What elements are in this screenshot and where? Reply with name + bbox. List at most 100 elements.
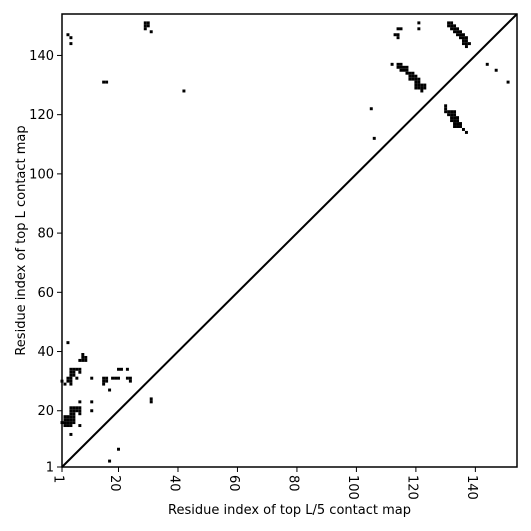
contact-point bbox=[408, 74, 412, 78]
contact-point bbox=[390, 62, 394, 66]
contact-point bbox=[402, 68, 406, 72]
contact-point bbox=[450, 110, 454, 114]
contact-point bbox=[66, 379, 70, 383]
contact-point bbox=[411, 71, 415, 75]
contact-point bbox=[78, 370, 82, 374]
y-tick-label: 100 bbox=[29, 167, 54, 182]
contact-point bbox=[125, 376, 129, 380]
contact-point bbox=[78, 412, 82, 416]
contact-point bbox=[75, 406, 79, 410]
contact-point bbox=[72, 415, 76, 419]
contact-point bbox=[414, 83, 418, 87]
contact-point bbox=[417, 21, 421, 25]
contact-point bbox=[414, 74, 418, 78]
contact-point bbox=[182, 89, 186, 93]
contact-point bbox=[146, 21, 150, 25]
contact-point bbox=[78, 409, 82, 413]
contact-point bbox=[456, 27, 460, 31]
contact-point bbox=[456, 116, 460, 120]
contact-point bbox=[63, 415, 67, 419]
contact-point bbox=[450, 119, 454, 123]
contact-point bbox=[459, 122, 462, 126]
contact-point bbox=[114, 376, 118, 380]
contact-point bbox=[399, 68, 403, 72]
contact-point bbox=[453, 119, 457, 123]
y-tick-label: 60 bbox=[37, 286, 54, 301]
contact-point bbox=[90, 409, 94, 413]
contact-point bbox=[453, 24, 457, 28]
contact-point bbox=[63, 424, 67, 428]
contact-point bbox=[453, 122, 457, 126]
contact-point bbox=[72, 418, 76, 422]
contact-point bbox=[417, 27, 421, 31]
contact-point bbox=[63, 421, 67, 425]
contact-point bbox=[420, 86, 424, 90]
contact-point bbox=[450, 24, 454, 28]
contact-point bbox=[459, 33, 462, 37]
contact-point bbox=[369, 107, 373, 111]
contact-point bbox=[456, 119, 460, 123]
y-tick-label: 20 bbox=[37, 404, 54, 419]
contact-point bbox=[149, 397, 153, 401]
contact-point bbox=[81, 353, 85, 356]
contact-point bbox=[411, 74, 415, 78]
contact-point bbox=[102, 376, 106, 380]
contact-point bbox=[399, 65, 403, 69]
contact-point bbox=[464, 39, 468, 43]
contact-point bbox=[78, 358, 82, 362]
contact-point bbox=[149, 400, 153, 404]
contact-point bbox=[459, 36, 462, 40]
contact-point bbox=[81, 355, 85, 359]
contact-point bbox=[78, 424, 82, 428]
contact-point bbox=[108, 388, 112, 392]
contact-point bbox=[117, 447, 120, 451]
contact-point bbox=[143, 27, 147, 31]
contact-point bbox=[456, 125, 460, 128]
contact-point bbox=[72, 406, 76, 410]
x-tick-label: 60 bbox=[226, 475, 241, 492]
contact-point bbox=[464, 130, 468, 134]
contact-point bbox=[66, 415, 70, 419]
contact-point bbox=[453, 30, 457, 34]
contact-point bbox=[102, 379, 106, 383]
contact-point bbox=[405, 68, 409, 72]
contact-point bbox=[450, 21, 454, 25]
contact-point bbox=[72, 412, 76, 416]
x-tick-label: 40 bbox=[166, 475, 181, 492]
contact-point bbox=[84, 355, 88, 359]
contact-point bbox=[464, 45, 468, 49]
contact-point bbox=[405, 65, 409, 69]
contact-point bbox=[420, 83, 424, 87]
contact-point bbox=[396, 36, 400, 40]
x-tick-label: 100 bbox=[345, 475, 360, 500]
contact-point bbox=[66, 376, 70, 380]
contact-point bbox=[117, 367, 120, 371]
contact-point bbox=[66, 424, 70, 428]
contact-point bbox=[81, 358, 85, 362]
contact-point bbox=[66, 33, 70, 37]
y-tick-label: 140 bbox=[29, 49, 54, 64]
contact-point bbox=[467, 42, 471, 46]
contact-point bbox=[119, 367, 123, 371]
contact-point bbox=[78, 400, 82, 404]
contact-point bbox=[69, 418, 73, 422]
contact-point bbox=[66, 421, 70, 425]
contact-point bbox=[402, 65, 406, 69]
contact-point bbox=[461, 127, 465, 131]
contact-point bbox=[399, 62, 403, 66]
plot-frame bbox=[61, 13, 518, 468]
contact-point bbox=[396, 33, 400, 37]
x-tick-label: 1 bbox=[51, 475, 66, 483]
contact-point bbox=[405, 71, 409, 75]
contact-point bbox=[450, 27, 454, 31]
contact-point bbox=[408, 71, 412, 75]
contact-point bbox=[396, 65, 400, 69]
y-tick-label: 120 bbox=[29, 108, 54, 123]
contact-point bbox=[105, 379, 109, 383]
contact-point bbox=[111, 376, 115, 380]
contact-point bbox=[444, 107, 448, 111]
contact-point bbox=[78, 406, 82, 410]
contact-point bbox=[453, 27, 457, 31]
contact-point bbox=[75, 409, 79, 413]
contact-point bbox=[417, 86, 421, 90]
